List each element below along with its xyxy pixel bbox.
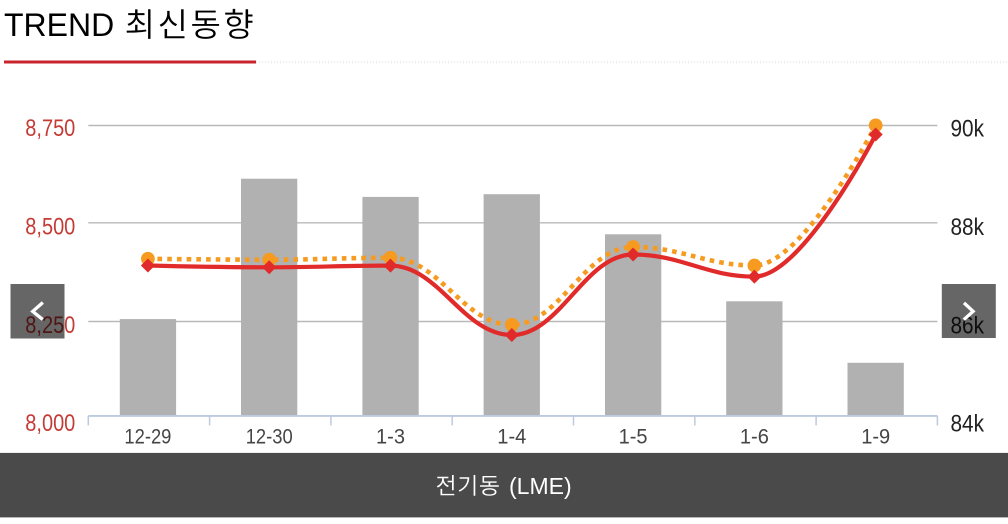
svg-text:84k: 84k (951, 411, 985, 438)
svg-text:8,000: 8,000 (25, 410, 75, 437)
svg-text:8,750: 8,750 (25, 115, 75, 142)
svg-text:12-30: 12-30 (246, 425, 293, 448)
svg-text:12-29: 12-29 (124, 425, 171, 448)
svg-text:1-6: 1-6 (740, 425, 769, 448)
svg-text:8,500: 8,500 (25, 214, 75, 241)
svg-text:88k: 88k (951, 214, 985, 241)
svg-text:1-4: 1-4 (497, 425, 526, 448)
svg-text:1-9: 1-9 (861, 425, 890, 448)
svg-text:1-5: 1-5 (619, 425, 648, 448)
svg-text:(LME): (LME) (509, 473, 572, 499)
svg-text:TREND: TREND (4, 7, 114, 43)
svg-text:1-3: 1-3 (376, 425, 405, 448)
svg-text:90k: 90k (951, 116, 985, 143)
